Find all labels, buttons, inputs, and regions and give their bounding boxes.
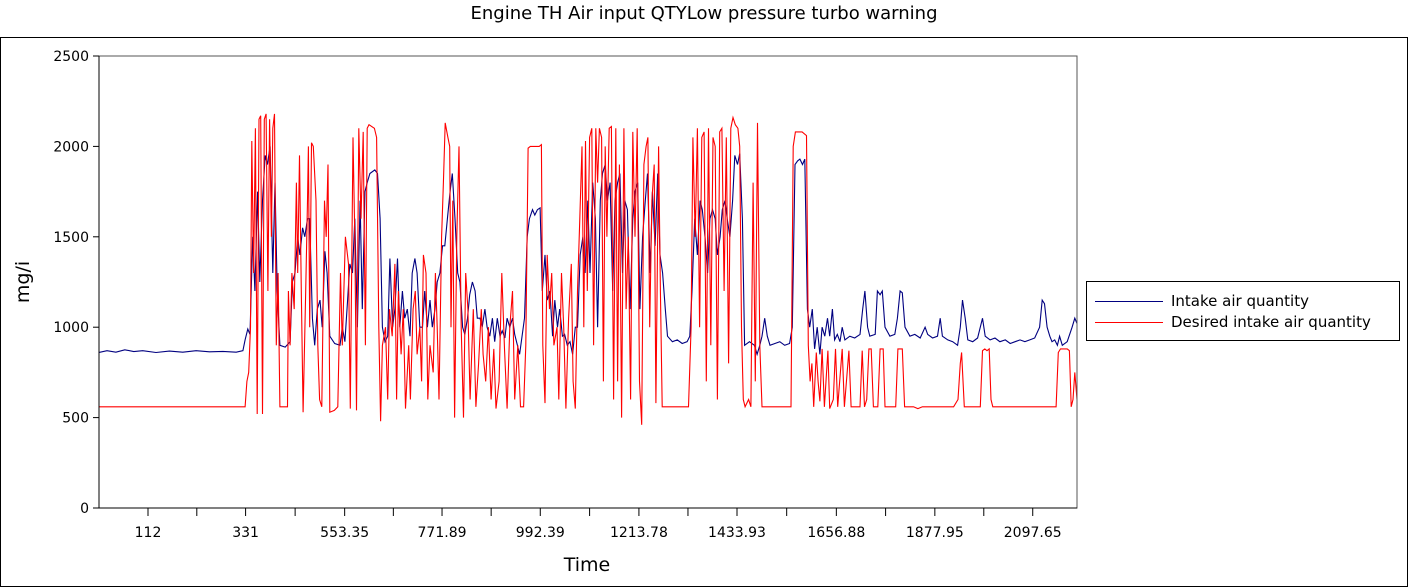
plot-area — [99, 56, 1077, 508]
legend-label: Desired intake air quantity — [1171, 313, 1371, 331]
x-tick-label: 112 — [135, 525, 162, 541]
legend-item-intake: Intake air quantity — [1095, 291, 1309, 311]
legend-label: Intake air quantity — [1171, 292, 1309, 310]
y-tick-label: 2000 — [53, 139, 89, 155]
x-tick-label: 2097.65 — [1004, 525, 1062, 541]
y-tick-label: 1000 — [53, 320, 89, 336]
legend: Intake air quantity Desired intake air q… — [1086, 281, 1400, 341]
x-tick-label: 331 — [232, 525, 259, 541]
x-tick-label: 1213.78 — [610, 525, 668, 541]
x-tick-label: 771.89 — [418, 525, 467, 541]
legend-item-desired: Desired intake air quantity — [1095, 312, 1371, 332]
y-tick-label: 500 — [62, 411, 89, 427]
x-tick-label: 992.39 — [516, 525, 565, 541]
chart-title: Engine TH Air input QTYLow pressure turb… — [470, 3, 938, 24]
legend-swatch — [1095, 300, 1163, 302]
legend-swatch — [1095, 321, 1163, 323]
x-tick-label: 1656.88 — [807, 525, 865, 541]
x-tick-label: 553.35 — [320, 525, 369, 541]
x-axis-label: Time — [563, 554, 611, 576]
y-tick-label: 0 — [80, 501, 89, 517]
y-tick-label: 1500 — [53, 230, 89, 246]
y-tick-label: 2500 — [53, 49, 89, 65]
x-tick-label: 1877.95 — [906, 525, 964, 541]
y-axis-label: mg/i — [12, 261, 34, 303]
x-tick-label: 1433.93 — [708, 525, 766, 541]
series-line-intake-air — [99, 146, 1077, 357]
series-line-desired-intake-air — [99, 113, 1077, 425]
